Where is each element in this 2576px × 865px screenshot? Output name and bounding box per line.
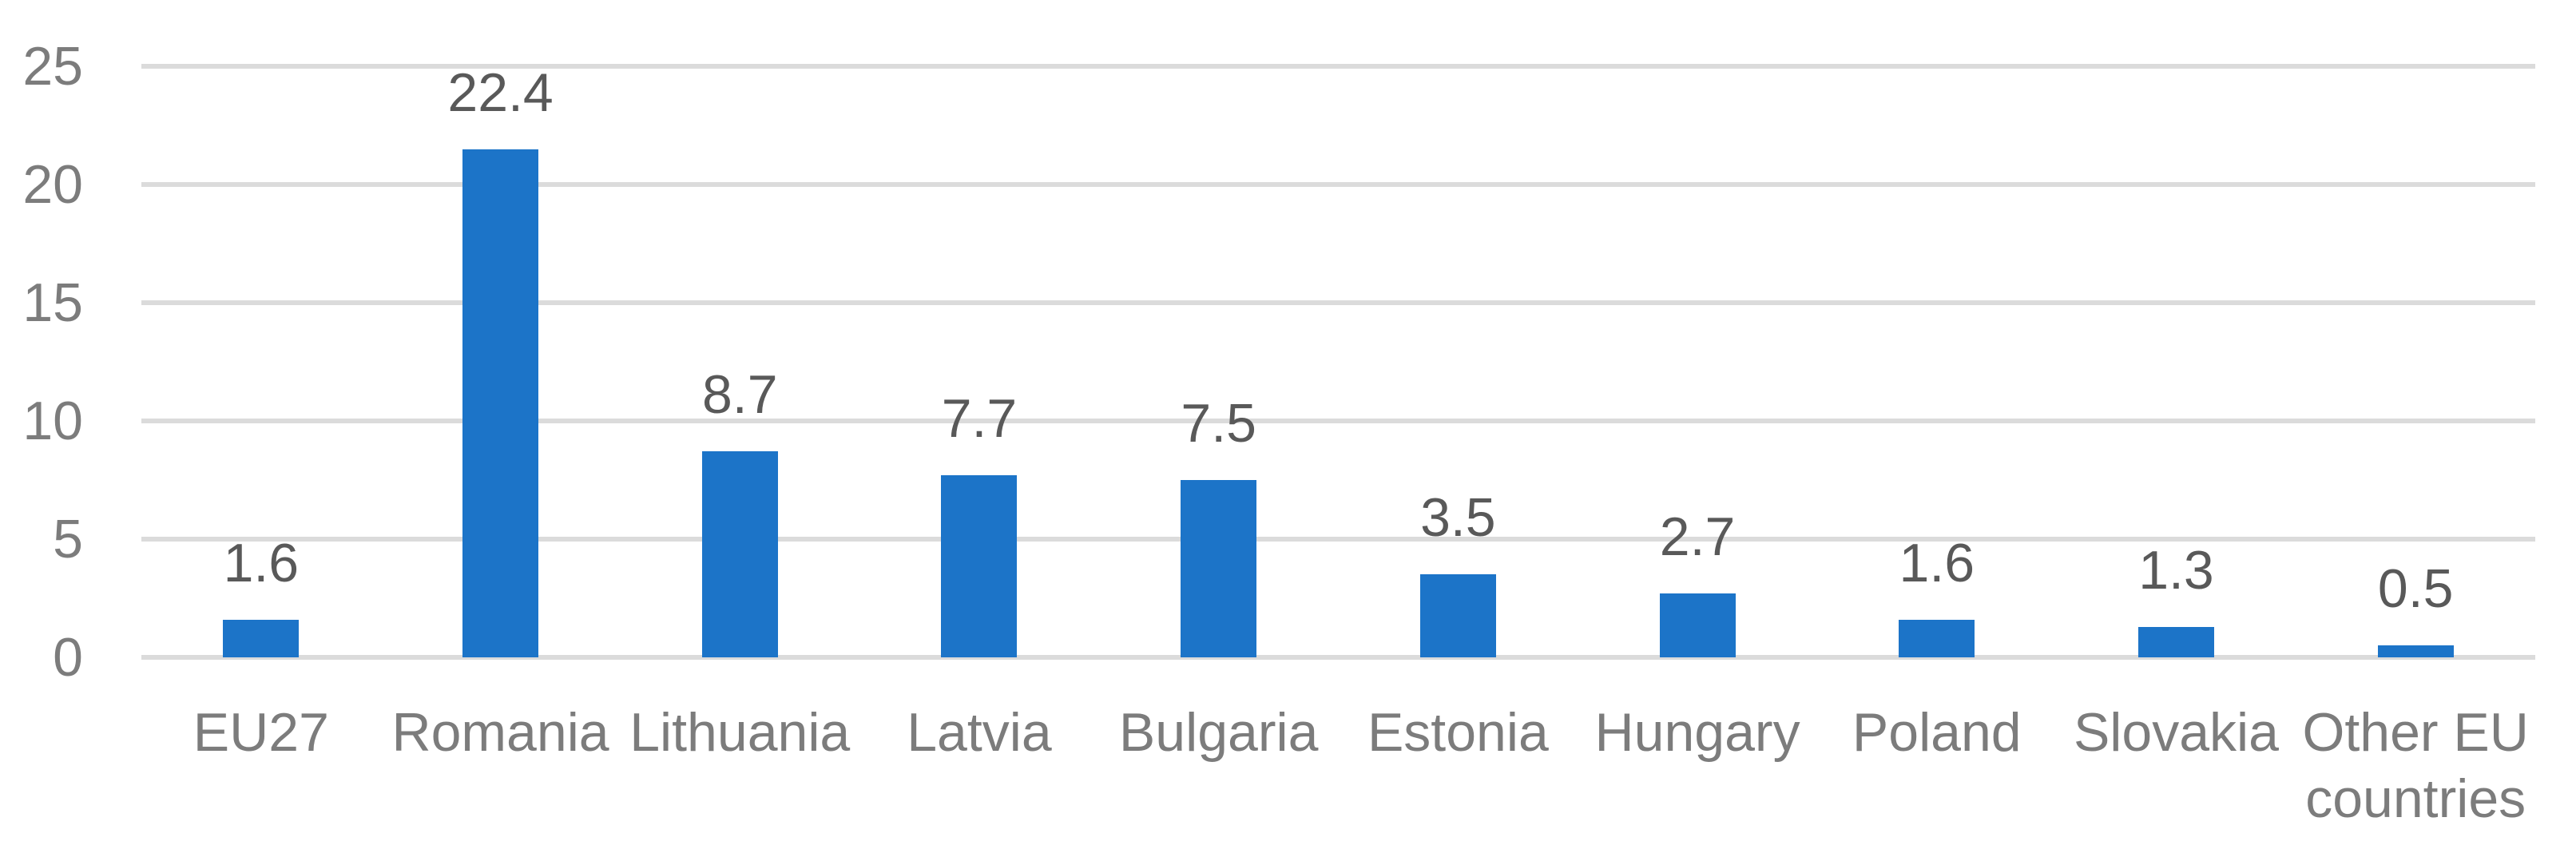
y-tick-label: 20 bbox=[22, 154, 83, 215]
x-tick-label: EU27 bbox=[193, 702, 329, 763]
data-label: 1.6 bbox=[223, 532, 300, 593]
data-label: 2.7 bbox=[1659, 506, 1736, 568]
gridline-5 bbox=[141, 537, 2535, 542]
category-slot-slovakia: 1.3 bbox=[2057, 66, 2296, 657]
plot-area: 1.6 22.4 8.7 7.7 7.5 3.5 bbox=[141, 62, 2535, 660]
category-slot-estonia: 3.5 bbox=[1339, 66, 1578, 657]
y-tick-label: 25 bbox=[22, 36, 83, 97]
data-label: 22.4 bbox=[447, 62, 554, 123]
x-axis: EU27 Romania Lithuania Latvia Bulgaria E… bbox=[141, 700, 2535, 832]
y-tick-label: 5 bbox=[53, 509, 83, 569]
data-label: 7.5 bbox=[1181, 393, 1256, 454]
bar-romania bbox=[462, 149, 539, 657]
gridline-10 bbox=[141, 419, 2535, 423]
bars-row: 1.6 22.4 8.7 7.7 7.5 3.5 bbox=[141, 62, 2535, 657]
x-tick-label: Latvia bbox=[907, 702, 1052, 763]
category-slot-poland: 1.6 bbox=[1817, 66, 2057, 657]
category-slot-eu27: 1.6 bbox=[141, 66, 381, 657]
x-tick-label: Estonia bbox=[1367, 702, 1549, 763]
gridline-20 bbox=[141, 182, 2535, 187]
x-tick-label: Romania bbox=[391, 702, 609, 763]
bar-poland bbox=[1899, 619, 1975, 657]
data-label: 3.5 bbox=[1420, 487, 1496, 549]
bar-eu27 bbox=[223, 619, 300, 657]
data-label: 7.7 bbox=[941, 388, 1018, 450]
gridline-25 bbox=[141, 64, 2535, 69]
data-label: 1.6 bbox=[1899, 532, 1975, 593]
bar-hungary bbox=[1659, 593, 1736, 657]
category-slot-other-eu-countries: 0.5 bbox=[2296, 66, 2535, 657]
y-tick-label: 15 bbox=[22, 272, 83, 333]
bar-bulgaria bbox=[1181, 480, 1257, 657]
data-label: 0.5 bbox=[2377, 558, 2454, 620]
x-tick-label: Other EU countries bbox=[2302, 702, 2529, 829]
x-tick-label: Lithuania bbox=[629, 702, 851, 763]
category-slot-hungary: 2.7 bbox=[1578, 66, 1817, 657]
category-slot-romania: 22.4 bbox=[381, 62, 621, 657]
category-slot-bulgaria: 7.5 bbox=[1099, 66, 1339, 657]
bar-other-eu-countries bbox=[2377, 645, 2454, 657]
bar-estonia bbox=[1419, 574, 1496, 657]
x-axis-line bbox=[141, 655, 2535, 660]
x-tick-label: Bulgaria bbox=[1118, 702, 1319, 763]
data-label: 8.7 bbox=[701, 364, 778, 426]
gridline-15 bbox=[141, 300, 2535, 305]
x-tick-label: Hungary bbox=[1594, 702, 1800, 763]
category-slot-latvia: 7.7 bbox=[859, 66, 1099, 657]
x-tick-label: Poland bbox=[1852, 702, 2022, 763]
data-label: 1.3 bbox=[2138, 539, 2214, 601]
bar-latvia bbox=[941, 475, 1018, 657]
category-slot-lithuania: 8.7 bbox=[620, 66, 859, 657]
x-tick-label: Slovakia bbox=[2073, 702, 2279, 763]
bar-slovakia bbox=[2137, 626, 2214, 657]
y-tick-label: 10 bbox=[22, 391, 83, 451]
bar-lithuania bbox=[701, 451, 778, 657]
y-tick-label: 0 bbox=[53, 627, 83, 688]
